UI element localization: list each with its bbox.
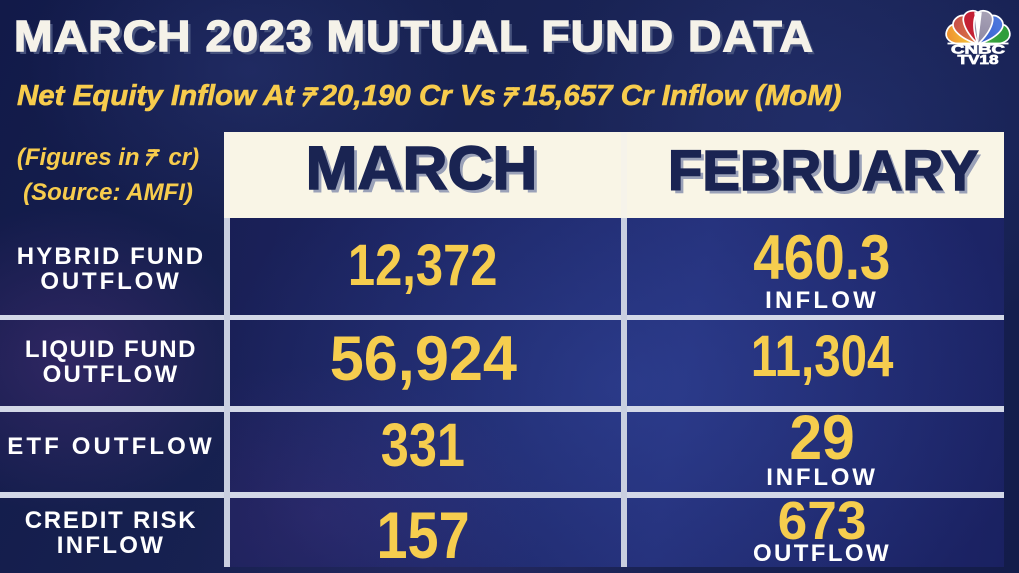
svg-text:CNBC: CNBC [951, 43, 1005, 57]
svg-text:TV18: TV18 [958, 52, 999, 67]
